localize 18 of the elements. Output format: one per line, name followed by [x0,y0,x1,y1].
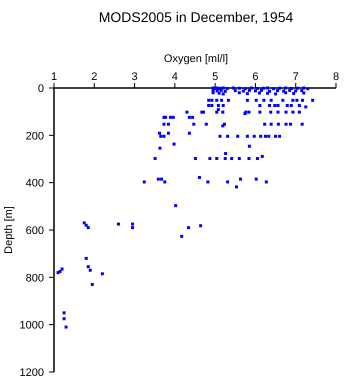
y-axis-title: Depth [m] [3,206,15,254]
x-axis-title: Oxygen [ml/l] [164,53,228,65]
y-tick-label: 1000 [20,320,44,332]
y-tick-label: 600 [26,225,44,237]
x-tick-label: 7 [292,71,299,83]
y-tick-label: 1200 [20,367,44,379]
y-tick-label: 800 [26,272,44,284]
x-tick-label: 4 [172,71,178,83]
y-tick-label: 200 [26,130,44,142]
x-tick-label: 2 [91,71,98,83]
x-tick-label: 3 [132,71,138,83]
y-tick-label: 0 [38,83,44,95]
x-tick-label: 1 [50,71,58,83]
x-tick-label: 5 [212,71,218,83]
y-tick-label: 400 [26,178,44,190]
chart-title: MODS2005 in December, 1954 [98,9,294,25]
x-tick-label: 6 [252,71,258,83]
x-tick-label: 8 [332,71,340,83]
